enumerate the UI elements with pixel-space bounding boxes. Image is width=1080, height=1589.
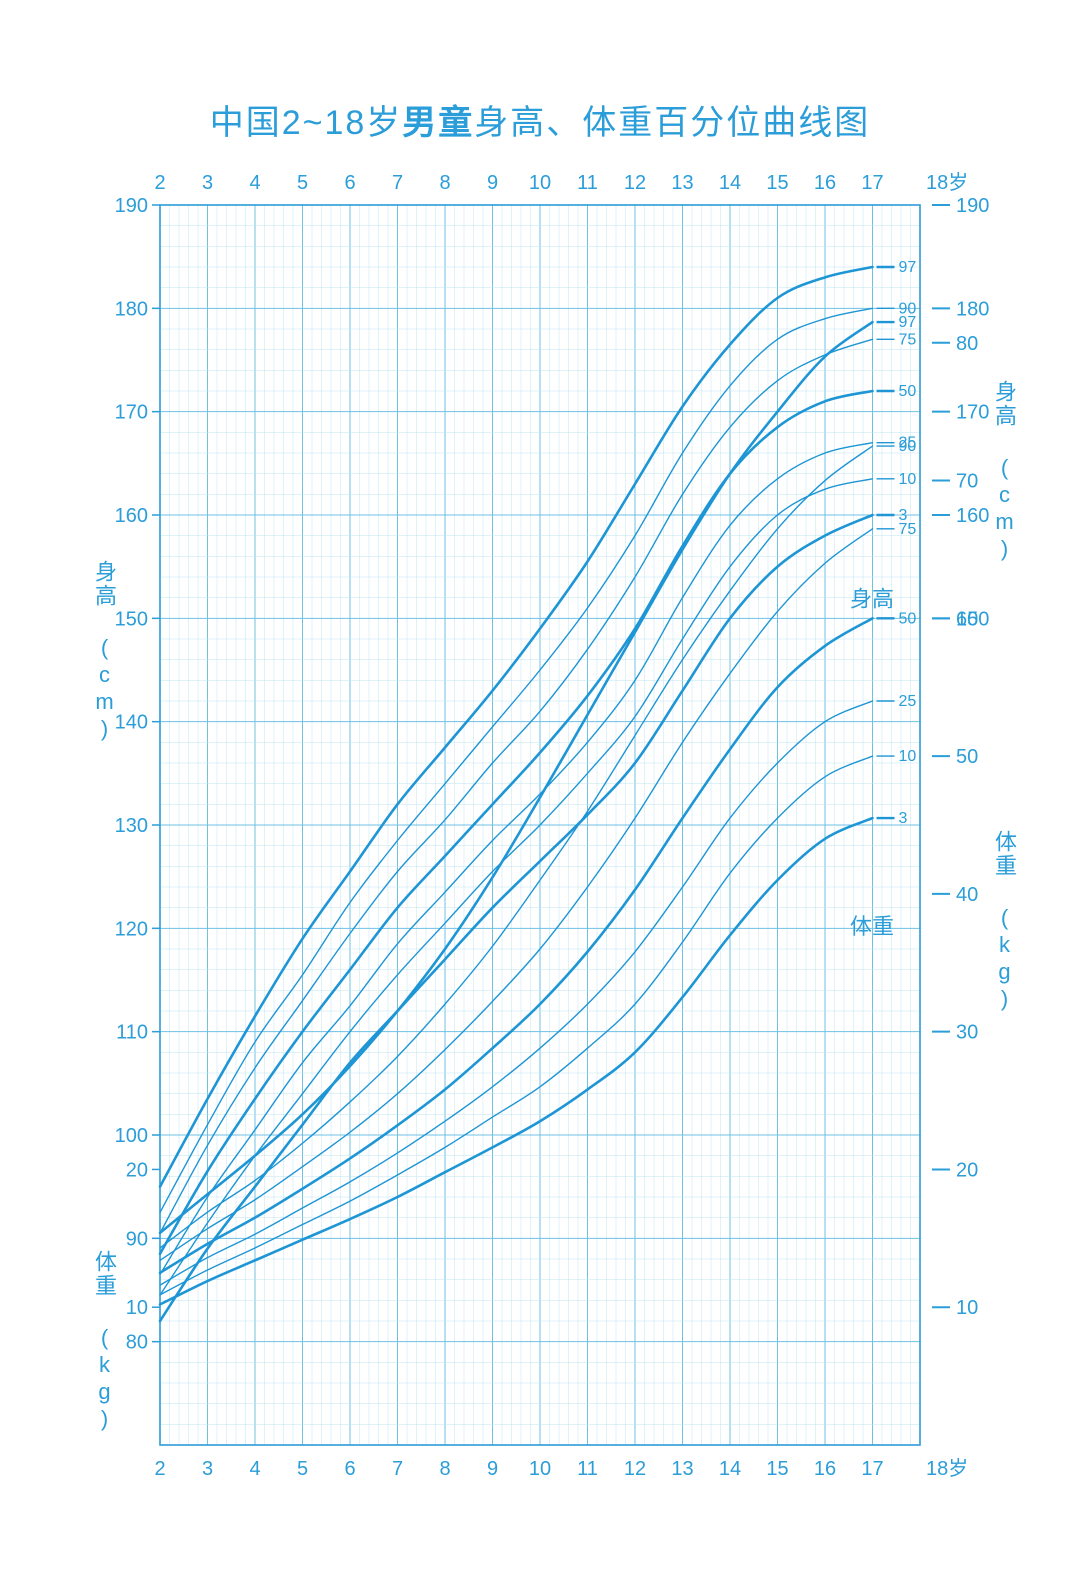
svg-text:180: 180 [115, 298, 148, 320]
svg-text:3: 3 [202, 1458, 213, 1480]
chart-title: 中国2~18岁男童身高、体重百分位曲线图 [0, 95, 1080, 144]
left-height-axis-label: 身高 (cm) [88, 560, 120, 743]
svg-text:7: 7 [392, 1458, 403, 1480]
percentile-label: 75 [899, 331, 917, 348]
svg-text:110: 110 [116, 1022, 148, 1044]
svg-text:5: 5 [297, 172, 308, 194]
title-post: 身高、体重百分位曲线图 [474, 104, 870, 142]
percentile-curve [160, 391, 873, 1254]
svg-text:15: 15 [766, 172, 788, 194]
title-bold: 男童 [402, 104, 474, 142]
svg-text:160: 160 [956, 505, 989, 527]
svg-text:14: 14 [719, 1458, 741, 1480]
svg-text:10: 10 [956, 1297, 978, 1319]
growth-chart-page: 中国2~18岁男童身高、体重百分位曲线图 身高 (cm) 体重 (kg) 身高 … [0, 0, 1080, 1589]
percentile-label: 3 [899, 810, 908, 827]
svg-text:10: 10 [126, 1297, 148, 1319]
percentile-curve [160, 443, 873, 1275]
svg-text:16: 16 [814, 1458, 836, 1480]
svg-text:180: 180 [956, 298, 989, 320]
svg-text:16: 16 [814, 172, 836, 194]
svg-text:3: 3 [202, 172, 213, 194]
svg-text:13: 13 [671, 172, 693, 194]
svg-text:7: 7 [392, 172, 403, 194]
svg-text:17: 17 [861, 1458, 883, 1480]
right-height-axis-label: 身高 (cm) [988, 380, 1020, 563]
svg-text:2: 2 [154, 172, 165, 194]
svg-text:90: 90 [126, 1228, 148, 1250]
percentile-curve [160, 515, 873, 1321]
svg-text:2: 2 [154, 1458, 165, 1480]
svg-text:20: 20 [126, 1159, 148, 1181]
svg-text:160: 160 [115, 505, 148, 527]
svg-text:15: 15 [766, 1458, 788, 1480]
svg-text:170: 170 [956, 402, 989, 424]
svg-text:80: 80 [126, 1332, 148, 1354]
svg-text:12: 12 [624, 172, 646, 194]
svg-text:6: 6 [344, 1458, 355, 1480]
svg-text:8: 8 [439, 1458, 450, 1480]
percentile-curve [160, 701, 873, 1285]
percentile-label: 10 [899, 471, 917, 488]
svg-text:4: 4 [249, 172, 260, 194]
percentile-curve [160, 267, 873, 1187]
svg-text:40: 40 [956, 884, 978, 906]
percentile-label: 97 [899, 314, 917, 331]
svg-text:11: 11 [577, 1458, 598, 1480]
svg-text:6: 6 [344, 172, 355, 194]
svg-text:130: 130 [115, 815, 148, 837]
percentile-curve [160, 818, 873, 1304]
svg-text:190: 190 [115, 195, 148, 217]
percentile-label: 50 [899, 610, 917, 627]
svg-text:9: 9 [487, 172, 498, 194]
percentile-curve [160, 618, 873, 1272]
svg-text:20: 20 [956, 1159, 978, 1181]
left-weight-axis-label: 体重 (kg) [88, 1250, 120, 1433]
svg-text:60: 60 [956, 608, 978, 630]
chart-svg: 2 3 4 5 6 7 8 9 10 11 12 13 14 15 16 17 18岁 2 3 4 5 6 7 8 9 10 11 1… [0, 0, 1080, 1589]
percentile-curve [160, 446, 873, 1248]
percentile-curve [160, 339, 873, 1233]
title-pre: 中国2~18岁 [210, 104, 403, 142]
svg-text:30: 30 [956, 1022, 978, 1044]
svg-text:18岁: 18岁 [926, 171, 968, 194]
percentile-label: 90 [899, 438, 917, 455]
curve-family-label: 身高 [850, 587, 894, 612]
percentile-label: 10 [899, 748, 917, 765]
percentile-label: 25 [899, 693, 917, 710]
right-weight-axis-label: 体重 (kg) [988, 830, 1020, 1013]
svg-text:120: 120 [115, 918, 148, 940]
svg-text:17: 17 [861, 172, 883, 194]
svg-text:70: 70 [956, 471, 978, 493]
svg-text:5: 5 [297, 1458, 308, 1480]
svg-text:100: 100 [115, 1125, 148, 1147]
svg-text:10: 10 [529, 172, 551, 194]
svg-text:190: 190 [956, 195, 989, 217]
percentile-label: 97 [899, 259, 917, 276]
svg-text:50: 50 [956, 746, 978, 768]
svg-text:10: 10 [529, 1458, 551, 1480]
svg-text:80: 80 [956, 333, 978, 355]
svg-text:4: 4 [249, 1458, 260, 1480]
percentile-curve [160, 308, 873, 1212]
svg-text:13: 13 [671, 1458, 693, 1480]
svg-text:11: 11 [577, 172, 598, 194]
svg-text:9: 9 [487, 1458, 498, 1480]
percentile-label: 50 [899, 383, 917, 400]
svg-text:18岁: 18岁 [926, 1457, 968, 1480]
svg-text:8: 8 [439, 172, 450, 194]
svg-text:14: 14 [719, 172, 741, 194]
curve-family-label: 体重 [850, 914, 894, 939]
percentile-label: 75 [899, 521, 917, 538]
svg-text:12: 12 [624, 1458, 646, 1480]
svg-text:170: 170 [115, 402, 148, 424]
